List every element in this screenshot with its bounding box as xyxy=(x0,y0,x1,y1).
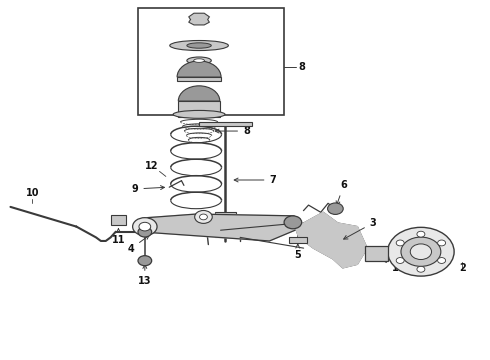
Circle shape xyxy=(438,240,445,246)
Circle shape xyxy=(417,266,425,272)
Text: 2: 2 xyxy=(459,264,466,274)
Bar xyxy=(111,215,126,225)
Circle shape xyxy=(417,231,425,237)
Text: 8: 8 xyxy=(215,126,250,136)
Bar xyxy=(178,101,220,117)
Text: 8: 8 xyxy=(299,62,306,72)
Circle shape xyxy=(396,257,404,264)
Circle shape xyxy=(438,257,445,264)
Text: 3: 3 xyxy=(343,218,376,239)
Bar xyxy=(365,246,388,261)
Text: 13: 13 xyxy=(138,265,151,286)
Polygon shape xyxy=(143,214,304,241)
Text: 11: 11 xyxy=(112,229,125,245)
Text: 5: 5 xyxy=(294,244,301,260)
Circle shape xyxy=(328,203,343,215)
Text: 4: 4 xyxy=(128,235,149,254)
Circle shape xyxy=(410,244,432,260)
Ellipse shape xyxy=(187,43,211,48)
Circle shape xyxy=(139,222,151,231)
Ellipse shape xyxy=(187,57,211,64)
Circle shape xyxy=(133,218,157,235)
Bar xyxy=(215,212,236,237)
Polygon shape xyxy=(189,13,209,25)
Text: 6: 6 xyxy=(336,180,347,205)
Wedge shape xyxy=(178,86,220,101)
Circle shape xyxy=(401,237,441,266)
Circle shape xyxy=(138,256,152,266)
Ellipse shape xyxy=(194,59,204,62)
Text: 9: 9 xyxy=(132,184,165,194)
Bar xyxy=(198,122,252,126)
Text: 1: 1 xyxy=(376,256,398,273)
Polygon shape xyxy=(294,212,367,268)
Text: 7: 7 xyxy=(234,175,276,185)
Bar xyxy=(177,77,221,81)
Ellipse shape xyxy=(173,111,225,118)
Ellipse shape xyxy=(170,41,228,50)
Circle shape xyxy=(388,227,454,276)
Circle shape xyxy=(199,214,207,220)
Bar xyxy=(138,8,284,116)
Circle shape xyxy=(138,227,152,237)
Circle shape xyxy=(284,216,302,229)
Circle shape xyxy=(195,211,212,224)
Wedge shape xyxy=(177,61,221,77)
Text: 12: 12 xyxy=(146,161,159,171)
Text: 10: 10 xyxy=(25,188,39,198)
Bar xyxy=(289,237,307,243)
Circle shape xyxy=(396,240,404,246)
